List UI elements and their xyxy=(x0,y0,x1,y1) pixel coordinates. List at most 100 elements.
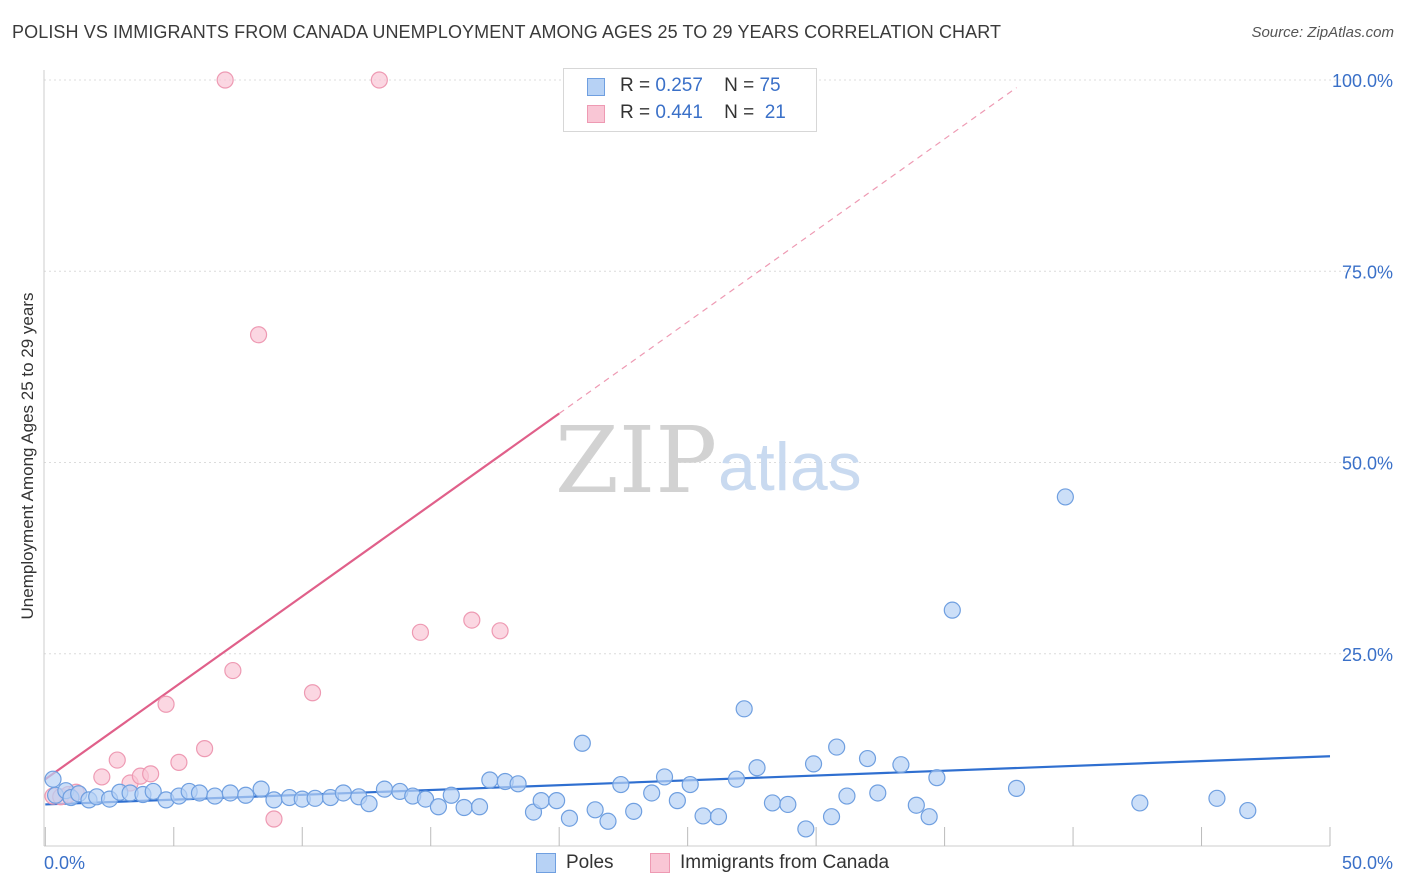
poles-point xyxy=(828,738,846,756)
watermark-zip: ZIP xyxy=(555,407,717,514)
poles-point xyxy=(1007,779,1026,797)
canada-n-label: N = xyxy=(724,102,755,123)
poles-point xyxy=(797,820,815,838)
poles-n-label: N = xyxy=(724,75,755,96)
poles-point xyxy=(442,786,460,804)
watermark-atlas: atlas xyxy=(718,429,862,505)
gridlines xyxy=(44,79,1360,655)
x-tick-label-min: 0.0% xyxy=(44,853,85,873)
poles-point xyxy=(144,782,162,801)
poles-point xyxy=(779,795,797,814)
legend-canada-label: Immigrants from Canada xyxy=(680,852,890,873)
poles-point xyxy=(612,775,630,794)
poles-point xyxy=(735,700,753,718)
poles-r-label: R = xyxy=(620,75,651,96)
canada-point xyxy=(491,622,509,640)
poles-point xyxy=(252,780,270,798)
poles-point xyxy=(470,798,489,816)
poles-point xyxy=(928,769,946,787)
poles-point xyxy=(858,749,877,768)
poles-point xyxy=(237,786,255,804)
poles-point xyxy=(481,771,499,789)
poles-point xyxy=(206,787,224,805)
y-tick-label: 25.0% xyxy=(1342,645,1393,665)
canada-point xyxy=(265,810,283,828)
canada-point xyxy=(463,611,481,629)
poles-point xyxy=(907,796,925,814)
canada-trend-extension xyxy=(558,87,1017,415)
watermark: ZIP atlas xyxy=(555,407,862,514)
poles-point xyxy=(1239,801,1257,820)
poles-point xyxy=(360,795,378,813)
poles-point xyxy=(265,791,283,809)
canada-swatch xyxy=(587,105,605,123)
legend-poles-label: Poles xyxy=(566,852,614,873)
canada-point xyxy=(411,623,430,641)
poles-point xyxy=(599,812,617,830)
poles-point xyxy=(681,775,699,794)
poles-point xyxy=(1131,794,1149,812)
poles-point xyxy=(655,768,674,786)
poles-point xyxy=(221,784,239,802)
x-tick-label-max: 50.0% xyxy=(1342,853,1393,873)
y-tick-label: 75.0% xyxy=(1342,262,1393,282)
poles-point xyxy=(694,807,712,825)
stats-box: R = 0.257 N = 75 R = 0.441 N = 21 xyxy=(563,68,817,132)
canada-point xyxy=(303,684,322,702)
poles-point xyxy=(727,770,746,788)
poles-point xyxy=(748,759,766,777)
poles-point xyxy=(625,802,643,820)
source-label: Source: ZipAtlas.com xyxy=(1251,24,1394,41)
poles-point xyxy=(509,775,527,793)
chart-title: POLISH VS IMMIGRANTS FROM CANADA UNEMPLO… xyxy=(12,22,1002,42)
poles-point xyxy=(532,792,550,810)
poles-point xyxy=(892,756,910,774)
canada-point xyxy=(108,751,126,769)
poles-point xyxy=(1208,789,1226,807)
canada-point xyxy=(196,740,214,758)
legend-canada-swatch xyxy=(650,853,670,873)
poles-swatch xyxy=(587,78,605,96)
poles-point xyxy=(822,808,841,826)
canada-n-value: 21 xyxy=(764,102,786,123)
poles-point xyxy=(943,601,961,619)
poles-point xyxy=(920,808,938,826)
canada-point xyxy=(370,71,388,89)
poles-n-value: 75 xyxy=(759,75,781,96)
poles-point xyxy=(429,798,448,816)
canada-point xyxy=(142,765,160,783)
canada-trend-line xyxy=(44,412,560,781)
poles-point xyxy=(416,790,435,808)
canada-point xyxy=(249,326,268,344)
poles-r-value: 0.257 xyxy=(655,75,703,96)
canada-point xyxy=(93,768,111,786)
canada-point xyxy=(224,661,242,680)
data-points xyxy=(44,71,1257,838)
poles-point xyxy=(586,801,604,819)
poles-point xyxy=(668,792,686,810)
tick-labels: 25.0% 50.0% 75.0% 100.0% 0.0% 50.0% xyxy=(44,71,1393,873)
poles-point xyxy=(804,755,823,773)
poles-point xyxy=(838,787,856,805)
canada-r-label: R = xyxy=(620,102,651,123)
poles-point xyxy=(643,784,661,802)
canada-r-value: 0.441 xyxy=(655,102,703,123)
poles-point xyxy=(573,734,591,752)
poles-point xyxy=(455,798,473,817)
axes xyxy=(43,70,1331,847)
canada-point xyxy=(216,71,234,89)
poles-point xyxy=(548,792,566,810)
canada-point xyxy=(170,753,188,771)
poles-point xyxy=(1056,488,1074,506)
canada-point xyxy=(157,695,175,713)
poles-point xyxy=(306,789,324,807)
poles-point xyxy=(334,784,352,802)
poles-point xyxy=(375,780,394,798)
legend-poles-swatch xyxy=(536,853,556,873)
y-tick-label: 50.0% xyxy=(1342,454,1393,474)
poles-point xyxy=(560,809,579,827)
poles-point xyxy=(709,808,728,826)
y-tick-label: 100.0% xyxy=(1332,71,1393,91)
poles-point xyxy=(763,794,782,812)
